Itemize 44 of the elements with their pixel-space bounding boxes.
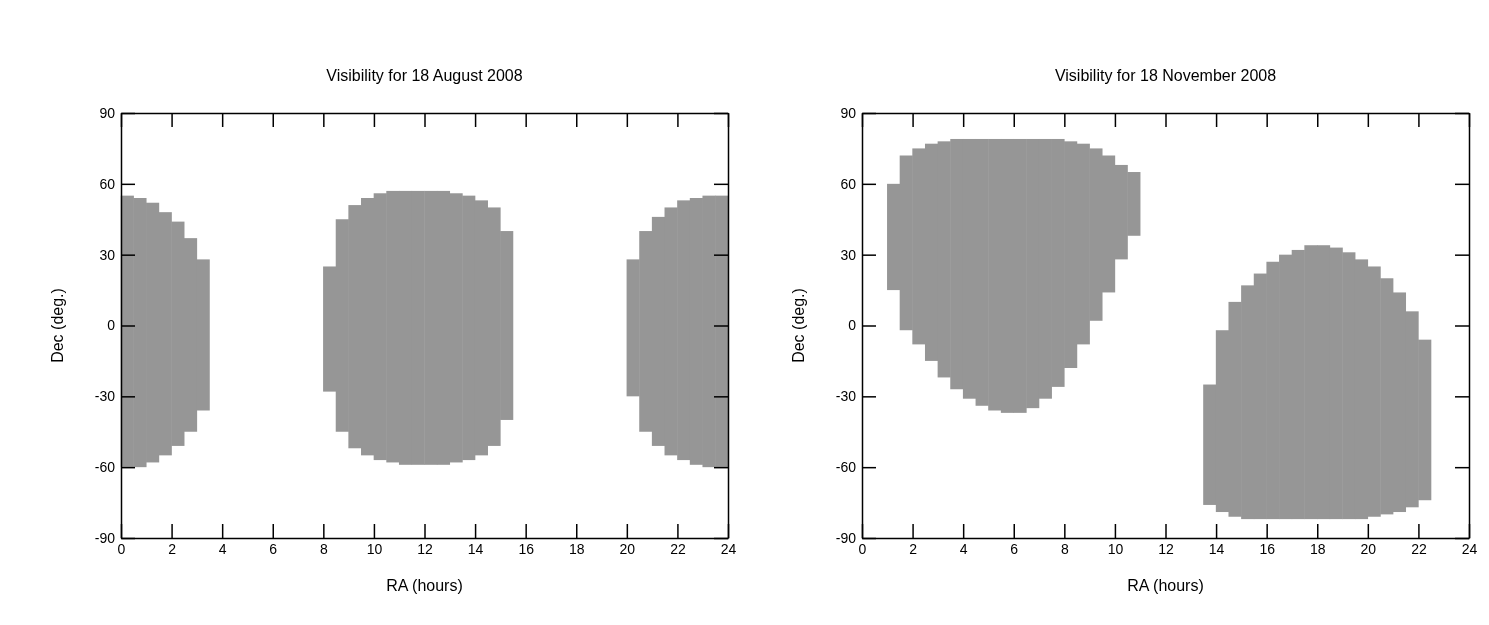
x-tick-label: 20 [1360, 540, 1377, 557]
y-tick-label: 60 [99, 175, 116, 192]
x-tick-label: 10 [1107, 540, 1124, 557]
y-tick-label: 30 [99, 246, 116, 263]
x-tick-label: 6 [1010, 540, 1019, 557]
x-tick-label: 10 [366, 540, 383, 557]
x-tick-label: 18 [568, 540, 585, 557]
x-tick-label: 6 [269, 540, 278, 557]
chart-title: Visibility for 18 November 2008 [1054, 67, 1277, 84]
x-tick-label: 12 [417, 540, 433, 557]
y-axis-title: Dec (deg.) [790, 288, 807, 363]
x-tick-label: 14 [467, 540, 484, 557]
chart-title: Visibility for 18 August 2008 [326, 67, 523, 84]
x-tick-label: 12 [1158, 540, 1174, 557]
y-tick-label: 60 [840, 175, 857, 192]
y-tick-label: 90 [840, 104, 857, 121]
y-tick-label: -90 [835, 529, 857, 546]
y-tick-label: -60 [94, 459, 116, 476]
x-tick-label: 24 [720, 540, 737, 557]
y-tick-label: 30 [840, 246, 857, 263]
x-tick-label: 16 [518, 540, 535, 557]
y-tick-label: 90 [99, 104, 116, 121]
x-tick-label: 18 [1309, 540, 1326, 557]
x-axis-title: RA (hours) [386, 577, 463, 594]
x-tick-label: 4 [959, 540, 968, 557]
x-tick-label: 4 [218, 540, 227, 557]
y-tick-label: -30 [835, 388, 857, 405]
x-tick-label: 2 [168, 540, 177, 557]
y-axis-title: Dec (deg.) [49, 288, 66, 363]
y-tick-label: -30 [94, 388, 116, 405]
x-tick-label: 16 [1259, 540, 1276, 557]
x-tick-label: 14 [1208, 540, 1225, 557]
x-tick-label: 2 [909, 540, 918, 557]
x-axis-title: RA (hours) [1127, 577, 1204, 594]
x-tick-label: 22 [670, 540, 686, 557]
y-tick-label: 0 [848, 317, 857, 334]
x-tick-label: 24 [1461, 540, 1478, 557]
x-tick-label: 8 [1060, 540, 1069, 557]
y-tick-label: -90 [94, 529, 116, 546]
y-tick-label: 0 [107, 317, 116, 334]
x-tick-label: 8 [319, 540, 328, 557]
x-tick-label: 20 [619, 540, 636, 557]
y-tick-label: -60 [835, 459, 857, 476]
x-tick-label: 22 [1411, 540, 1427, 557]
